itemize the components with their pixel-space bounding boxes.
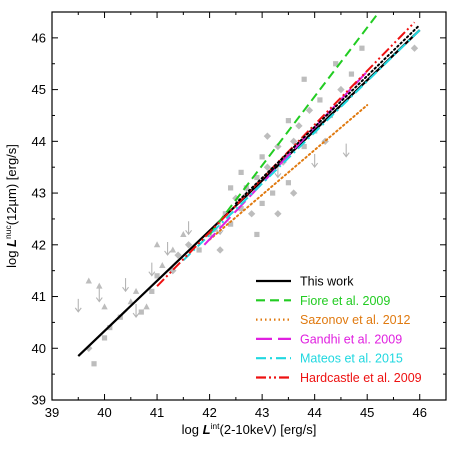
data-point — [149, 288, 155, 294]
x-tick-label: 40 — [97, 405, 111, 420]
legend-label: Hardcastle et al. 2009 — [300, 371, 422, 385]
data-point — [222, 211, 228, 217]
data-point — [254, 231, 260, 238]
data-point — [317, 97, 323, 103]
legend-label: Fiore et al. 2009 — [300, 294, 390, 308]
series-line — [182, 29, 421, 262]
legend: This work Fiore et al. 2009 Sazonov et al.… — [256, 275, 422, 385]
series-line — [234, 23, 421, 205]
triangle-point — [85, 277, 92, 284]
data-point — [333, 61, 339, 67]
data-point — [337, 85, 345, 94]
upper-limit-arrow — [311, 154, 319, 168]
y-tick-label: 45 — [32, 82, 46, 97]
data-point — [107, 324, 113, 331]
data-point — [259, 154, 265, 160]
data-point — [289, 189, 298, 197]
legend-label: Mateos et al. 2015 — [300, 352, 403, 366]
legend-label: Gandhi et al. 2009 — [300, 332, 402, 346]
series-line — [156, 21, 416, 287]
triangle-point — [101, 303, 108, 310]
data-point — [295, 122, 303, 130]
upper-limit-arrow — [342, 143, 350, 158]
y-tick-label: 43 — [32, 186, 46, 201]
triangle-point — [143, 303, 150, 310]
data-point — [359, 45, 365, 51]
y-tick-label: 46 — [32, 30, 46, 45]
data-point — [270, 190, 276, 196]
data-point — [154, 273, 160, 279]
upper-limit-arrow — [185, 221, 193, 236]
data-point — [410, 44, 419, 52]
data-point — [301, 76, 307, 82]
data-point — [228, 221, 234, 227]
x-tick-label: 42 — [202, 405, 216, 420]
x-tick-label: 46 — [412, 405, 426, 420]
series-line — [208, 104, 369, 241]
data-point — [216, 246, 224, 254]
data-point — [174, 251, 182, 259]
triangle-point — [96, 282, 103, 289]
triangle-point — [127, 298, 134, 305]
upper-limit-arrow — [122, 278, 129, 293]
data-point — [263, 132, 272, 140]
x-axis-label: log Lint(2-10keV) [erg/s] — [182, 421, 317, 437]
x-tick-label: 44 — [307, 405, 321, 420]
triangle-point — [153, 241, 161, 248]
upper-limit-arrow — [95, 288, 103, 303]
triangle-point — [169, 246, 177, 253]
y-tick-label: 44 — [32, 134, 46, 149]
data-point — [196, 247, 202, 253]
upper-limit-arrow — [132, 304, 140, 318]
data-point — [274, 142, 282, 151]
upper-limit-arrow — [148, 262, 156, 277]
x-tick-label: 45 — [360, 405, 374, 420]
upper-limit-arrow — [164, 241, 172, 256]
y-tick-label: 39 — [32, 393, 46, 408]
legend-label: Sazonov et al. 2012 — [300, 313, 411, 327]
legend-label: This work — [300, 275, 354, 289]
data-point — [247, 210, 256, 218]
data-point — [259, 200, 265, 207]
triangle-point — [159, 261, 166, 268]
triangle-point — [132, 287, 140, 294]
data-point — [301, 143, 307, 150]
y-tick-label: 40 — [32, 341, 46, 356]
y-axis-label: log Lnuc(12µm) [erg/s] — [3, 144, 19, 268]
data-point — [305, 106, 314, 114]
x-tick-label: 43 — [255, 405, 269, 420]
series-line — [203, 70, 368, 246]
upper-limit-arrow — [74, 298, 82, 313]
data-point — [348, 71, 355, 77]
data-point — [184, 241, 193, 249]
triangle-point — [180, 230, 187, 237]
data-point — [254, 174, 260, 181]
data-point — [285, 180, 291, 186]
data-point — [138, 309, 144, 315]
data-point — [91, 361, 97, 367]
data-point — [238, 205, 244, 212]
data-point — [285, 118, 291, 124]
fit-lines — [77, 12, 421, 357]
x-tick-label: 39 — [45, 405, 59, 420]
series-line — [77, 29, 421, 357]
data-point — [274, 210, 282, 218]
y-tick-label: 42 — [32, 237, 46, 252]
series-line — [208, 12, 381, 236]
data-point — [238, 169, 244, 175]
x-tick-label: 41 — [150, 405, 164, 420]
data-point — [228, 185, 234, 191]
axis-ticks: 39 40 41 42 43 44 45 46 39 40 41 42 43 44 45 46 — [32, 11, 447, 420]
y-tick-label: 41 — [32, 289, 46, 304]
data-point — [101, 335, 108, 341]
plot-frame — [51, 11, 447, 401]
